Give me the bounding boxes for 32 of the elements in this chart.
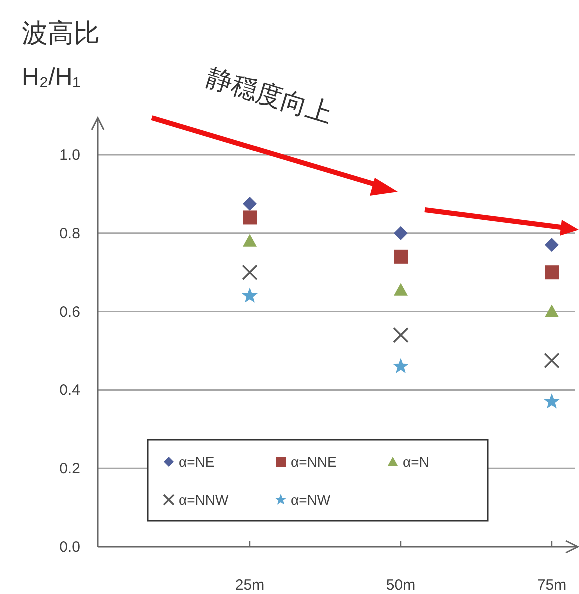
legend-label: α=NNW: [179, 492, 230, 508]
legend-label: α=NE: [179, 454, 215, 470]
x-tick-label: 25m: [235, 577, 265, 594]
y-axis-title: H₂/H₁: [22, 64, 81, 91]
y-tick-label: 0.0: [60, 539, 80, 556]
point: [545, 266, 559, 280]
x-tick-label: 75m: [537, 577, 567, 594]
y-tick-label: 0.2: [60, 460, 80, 478]
point: [243, 197, 257, 211]
chart-title: 波高比: [22, 18, 100, 48]
point: [545, 238, 559, 252]
point: [242, 288, 258, 303]
point: [243, 234, 257, 247]
x-tick-label: 50m: [386, 577, 416, 594]
point: [544, 352, 560, 369]
point: [545, 304, 559, 318]
point: [243, 210, 257, 225]
y-tick-label: 0.4: [60, 382, 80, 400]
point: [393, 358, 409, 374]
y-tick-label: 0.6: [60, 304, 80, 321]
text: 静穏度向上: [203, 62, 336, 129]
point: [544, 394, 560, 409]
point: [393, 327, 409, 344]
point: [394, 226, 408, 240]
y-tick-label: 0.8: [60, 225, 80, 242]
legend-label: α=NW: [291, 492, 332, 508]
legend-label: α=NNE: [291, 454, 337, 470]
point: [394, 283, 408, 296]
y-tick-label: 1.0: [60, 147, 80, 164]
point: [242, 264, 258, 280]
point: [394, 250, 408, 264]
legend-label: α=N: [403, 454, 430, 470]
